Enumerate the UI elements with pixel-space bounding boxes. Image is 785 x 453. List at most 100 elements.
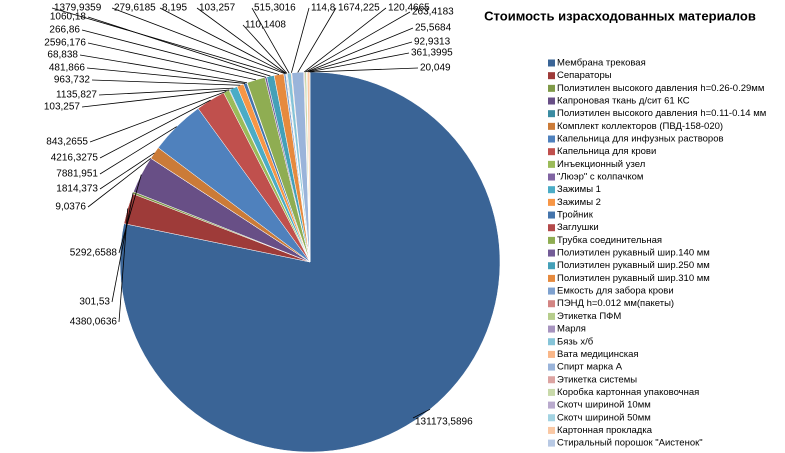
data-label: 25,5684 xyxy=(415,23,452,34)
data-label: 301,53 xyxy=(79,297,110,308)
leader-line xyxy=(291,7,310,74)
legend-label: Комплект коллекторов (ПВД-158-020) xyxy=(557,121,723,132)
legend-label: Бязь х/б xyxy=(557,336,594,347)
leader-line xyxy=(99,99,211,159)
data-label: 9,0376 xyxy=(55,202,86,213)
legend-swatch xyxy=(548,135,555,143)
legend-swatch xyxy=(548,160,555,168)
data-label: 1379,9359 xyxy=(54,3,102,14)
leader-line xyxy=(79,54,248,84)
data-label: 1674,225 xyxy=(338,3,380,14)
data-label: 4380,0636 xyxy=(70,317,118,328)
data-label: 103,257 xyxy=(44,102,81,113)
data-label: 266,86 xyxy=(49,25,80,36)
legend-label: Мембрана трековая xyxy=(557,58,646,69)
legend-swatch xyxy=(548,376,555,384)
legend-swatch xyxy=(548,224,555,232)
leader-line xyxy=(159,7,287,74)
data-label: 110,1408 xyxy=(245,20,286,31)
leader-line xyxy=(91,79,241,86)
chart-title: Стоимость израсходованных материалов xyxy=(484,8,756,23)
legend-label: Полиэтилен рукавный шир.140 мм xyxy=(557,248,710,259)
data-label: 481,866 xyxy=(49,63,86,74)
data-label: 843,2655 xyxy=(46,137,88,148)
leader-line xyxy=(86,67,246,84)
legend-label: Стиральный порошок "Аистенок" xyxy=(557,438,703,449)
legend-label: Трубка соединительная xyxy=(557,235,662,246)
leader-line xyxy=(118,174,142,254)
legend-label: ПЭНД h=0.012 мм(пакеты) xyxy=(557,298,674,309)
legend-label: Капельница для крови xyxy=(557,146,656,157)
leader-line xyxy=(87,42,257,81)
leader-line xyxy=(309,67,419,73)
legend-label: Зажимы 1 xyxy=(557,184,601,195)
data-label: 361,3995 xyxy=(411,48,453,59)
legend-swatch xyxy=(548,426,555,434)
legend-label: Спирт марка А xyxy=(557,362,623,373)
legend-label: Этикетка системы xyxy=(557,374,637,385)
data-label: 20,049 xyxy=(420,63,451,74)
legend-swatch xyxy=(548,274,555,282)
data-label: 131173,5896 xyxy=(415,417,473,428)
leader-line xyxy=(308,52,410,73)
data-label: 8,195 xyxy=(162,3,187,14)
data-label: 279,6185 xyxy=(114,3,156,14)
data-label: 7881,951 xyxy=(56,169,98,180)
legend-swatch xyxy=(548,363,555,371)
leader-line xyxy=(306,27,414,73)
legend-swatch xyxy=(548,312,555,320)
legend-swatch xyxy=(548,287,555,295)
legend-label: Сепараторы xyxy=(557,70,612,81)
legend-swatch xyxy=(548,262,555,270)
legend-label: Скотч шириной 50мм xyxy=(557,412,651,423)
data-label: 1060,18 xyxy=(50,12,87,23)
data-label: 1135,827 xyxy=(56,90,97,101)
leader-line xyxy=(242,24,288,74)
leader-line xyxy=(196,7,287,74)
leader-line xyxy=(111,192,134,303)
leader-line xyxy=(303,7,387,73)
leader-line xyxy=(87,16,271,77)
legend-label: Скотч шириной 10мм xyxy=(557,400,651,411)
leader-line xyxy=(51,7,280,75)
legend-label: Полиэтилен рукавный шир.310 мм xyxy=(557,273,710,284)
legend-swatch xyxy=(548,110,555,118)
legend-swatch xyxy=(548,414,555,422)
data-label: 2596,176 xyxy=(44,38,86,49)
legend-swatch xyxy=(548,236,555,244)
data-label: 103,257 xyxy=(199,3,236,14)
legend-swatch xyxy=(548,388,555,396)
legend-swatch xyxy=(548,173,555,181)
data-label: 120,4665 xyxy=(388,3,430,14)
data-label: 263,4183 xyxy=(412,7,454,18)
legend-label: Емкость для забора крови xyxy=(557,286,674,297)
data-label: 963,732 xyxy=(54,75,91,86)
legend-swatch xyxy=(548,97,555,105)
legend-swatch xyxy=(548,59,555,67)
legend-swatch xyxy=(548,401,555,409)
data-label: 92,9313 xyxy=(414,37,451,48)
legend-swatch xyxy=(548,300,555,308)
legend-swatch xyxy=(548,211,555,219)
legend-label: Полиэтилен рукавный шир.250 мм xyxy=(557,260,710,271)
leader-line xyxy=(87,157,152,208)
data-label: 4216,3275 xyxy=(51,153,99,164)
legend-label: Вата медицинская xyxy=(557,349,639,360)
leader-line xyxy=(251,7,290,74)
leader-line xyxy=(81,29,266,78)
leader-line xyxy=(81,89,230,108)
legend-label: Капельница для инфузных растворов xyxy=(557,134,724,145)
legend-label: Тройник xyxy=(557,210,594,221)
legend-label: Коробка картонная упаковочная xyxy=(557,387,699,398)
legend-swatch xyxy=(548,122,555,130)
legend-swatch xyxy=(548,186,555,194)
legend-swatch xyxy=(548,84,555,92)
data-label: 114,8 xyxy=(311,3,336,14)
leader-line xyxy=(412,408,431,419)
legend-swatch xyxy=(548,249,555,257)
data-label: 5292,6588 xyxy=(70,248,118,259)
leader-line xyxy=(99,152,155,190)
leader-line xyxy=(297,7,337,73)
leader-line xyxy=(99,126,177,175)
leader-line xyxy=(305,11,411,73)
